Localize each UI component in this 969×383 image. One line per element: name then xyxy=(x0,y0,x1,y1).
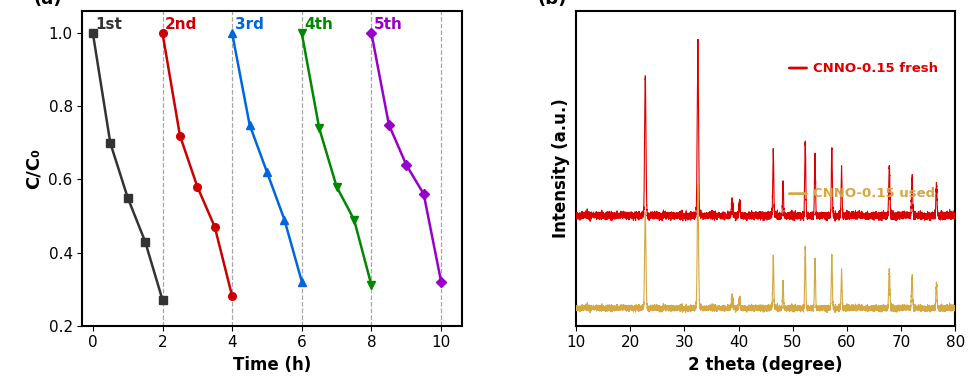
Text: 5th: 5th xyxy=(373,16,402,31)
Text: 4th: 4th xyxy=(304,16,332,31)
Y-axis label: Intensity (a.u.): Intensity (a.u.) xyxy=(551,99,570,238)
Text: CNNO-0.15 fresh: CNNO-0.15 fresh xyxy=(812,62,937,75)
Text: (b): (b) xyxy=(538,0,567,8)
X-axis label: Time (h): Time (h) xyxy=(233,356,311,374)
Y-axis label: C/C₀: C/C₀ xyxy=(25,148,43,189)
Text: CNNO-0.15 used: CNNO-0.15 used xyxy=(812,187,934,200)
Text: 1st: 1st xyxy=(95,16,122,31)
Text: (a): (a) xyxy=(33,0,62,8)
X-axis label: 2 theta (degree): 2 theta (degree) xyxy=(688,356,842,374)
Text: 3rd: 3rd xyxy=(234,16,264,31)
Text: 2nd: 2nd xyxy=(165,16,197,31)
